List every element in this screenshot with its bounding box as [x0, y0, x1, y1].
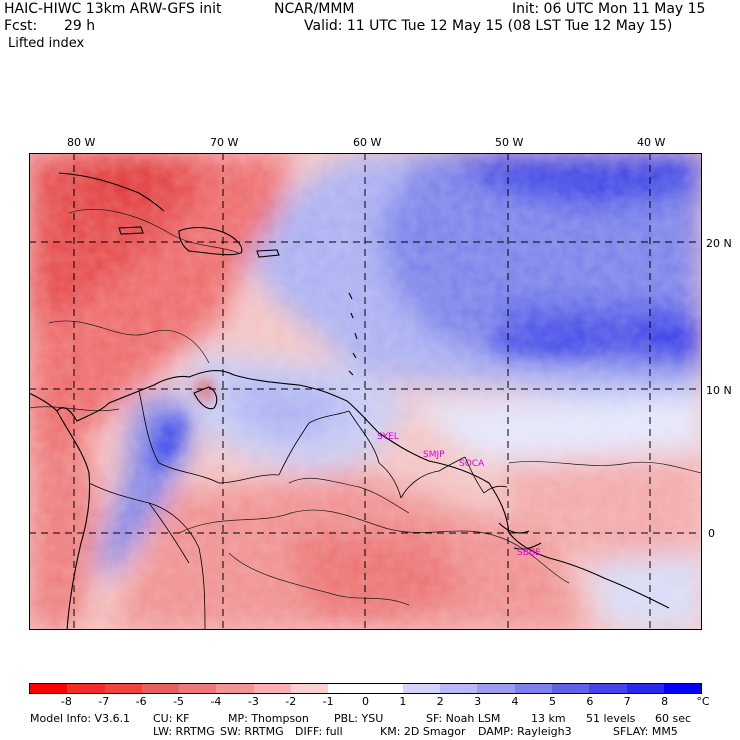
graticule — [29, 153, 702, 630]
lifted-index-map: SYEL SMJP SOCA SBBE — [29, 153, 702, 630]
footer-model-version: Model Info: V3.6.1 — [30, 712, 131, 725]
lat-label-eq: 0 — [708, 527, 715, 540]
site-label-sbbe: SBBE — [517, 548, 541, 558]
lon-label-70w: 70 W — [210, 136, 239, 149]
colorbar-segment — [290, 684, 329, 693]
colorbar-segment — [141, 684, 180, 693]
borders — [88, 390, 508, 630]
footer-damp: DAMP: Rayleigh3 — [478, 725, 572, 738]
colorbar-tick-label: -4 — [210, 695, 222, 708]
site-label-smjp: SMJP — [423, 450, 445, 460]
field-name: Lifted index — [8, 36, 85, 51]
colorbar-segment — [253, 684, 291, 693]
colorbar-segment — [514, 684, 552, 693]
colorbar-tick-label: 7 — [623, 695, 631, 708]
map-canvas — [29, 153, 702, 630]
init-time: Init: 06 UTC Mon 11 May 15 — [512, 1, 706, 17]
colorbar-segment — [30, 684, 68, 693]
colorbar-segment — [663, 684, 702, 693]
site-label-soca: SOCA — [459, 459, 485, 469]
coastlines — [29, 172, 670, 630]
colorbar-tick-label: 0 — [362, 695, 369, 708]
footer-sw: SW: RRTMG — [220, 725, 284, 738]
colorbar-segment — [402, 684, 441, 693]
colorbar-segment — [440, 684, 478, 693]
lon-label-50w: 50 W — [495, 136, 524, 149]
colorbar-segment — [626, 684, 664, 693]
colorbar-tick-label: -1 — [322, 695, 334, 708]
colorbar — [29, 683, 702, 694]
lon-label-60w: 60 W — [353, 136, 382, 149]
colorbar-tick-label: 8 — [661, 695, 669, 708]
colorbar-segment — [477, 684, 515, 693]
colorbar-tick-label: 3 — [474, 695, 482, 708]
colorbar-segment — [179, 684, 217, 693]
footer-km: KM: 2D Smagor — [380, 725, 466, 738]
lon-label-80w: 80 W — [67, 136, 96, 149]
colorbar-segment — [104, 684, 142, 693]
org-label: NCAR/MMM — [274, 1, 355, 17]
lat-label-10n: 10 N — [706, 384, 732, 397]
colorbar-tick-label: 2 — [436, 695, 444, 708]
footer-lw: LW: RRTMG — [153, 725, 215, 738]
footer-pbl: PBL: YSU — [334, 712, 384, 725]
colorbar-tick-label: 5 — [548, 695, 556, 708]
footer-mp: MP: Thompson — [228, 712, 309, 725]
colorbar-tick-label: 1 — [399, 695, 407, 708]
colorbar-segment — [67, 684, 105, 693]
colorbar-tick-label: -2 — [285, 695, 297, 708]
footer-levels: 51 levels — [586, 712, 636, 725]
forecast-label: Fcst: — [4, 18, 38, 34]
colorbar-tick-label: -3 — [247, 695, 259, 708]
footer-resolution: 13 km — [531, 712, 566, 725]
footer-diff: DIFF: full — [295, 725, 343, 738]
colorbar-unit: °C — [696, 695, 710, 708]
site-label-syel: SYEL — [377, 432, 399, 442]
footer-cu: CU: KF — [153, 712, 190, 725]
valid-time: Valid: 11 UTC Tue 12 May 15 (08 LST Tue … — [304, 18, 673, 34]
colorbar-tick-label: -7 — [98, 695, 110, 708]
model-title: HAIC-HIWC 13km ARW-GFS init — [4, 1, 222, 17]
colorbar-tick-label: -5 — [173, 695, 185, 708]
colorbar-tick-label: -6 — [135, 695, 147, 708]
colorbar-tick-label: 4 — [511, 695, 519, 708]
colorbar-segment — [551, 684, 590, 693]
colorbar-tick-label: -8 — [60, 695, 72, 708]
forecast-hour: 29 h — [64, 18, 96, 34]
lat-label-20n: 20 N — [706, 237, 732, 250]
colorbar-segment — [589, 684, 627, 693]
footer-sf: SF: Noah LSM — [426, 712, 501, 725]
footer-sflay: SFLAY: MM5 — [613, 725, 678, 738]
colorbar-segment — [365, 684, 403, 693]
footer-timestep: 60 sec — [655, 712, 692, 725]
colorbar-tick-label: 6 — [586, 695, 594, 708]
lon-label-40w: 40 W — [637, 136, 666, 149]
colorbar-segment — [328, 684, 366, 693]
colorbar-segment — [216, 684, 254, 693]
